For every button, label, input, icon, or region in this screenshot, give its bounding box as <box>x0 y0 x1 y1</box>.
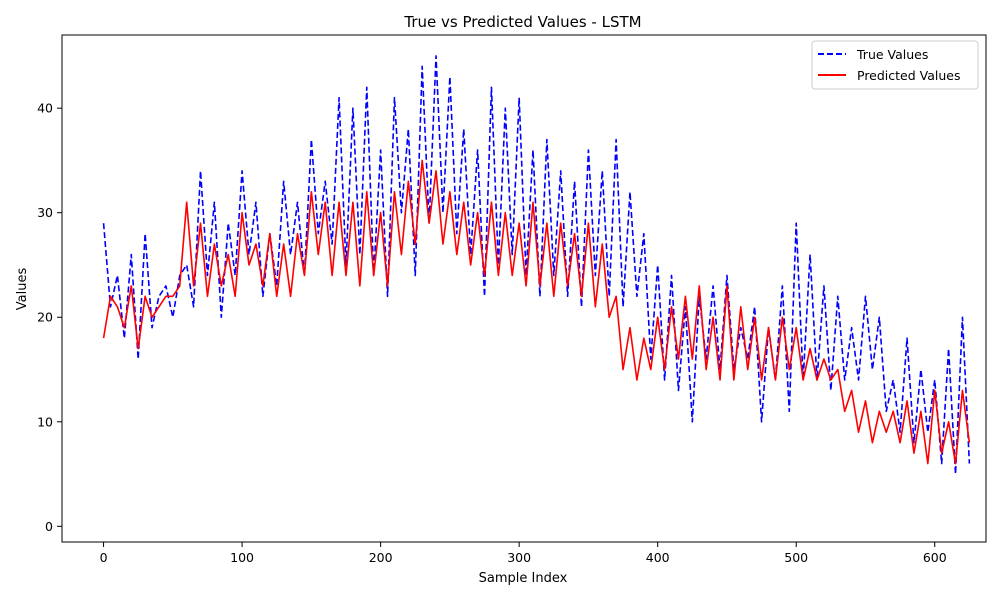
y-tick-label: 30 <box>37 205 53 220</box>
x-tick-label: 600 <box>923 550 947 565</box>
legend-box <box>811 40 979 90</box>
y-axis-ticks: 0 10 20 30 40 <box>37 101 62 534</box>
plot-area <box>61 34 987 543</box>
x-tick-label: 300 <box>507 550 531 565</box>
y-tick-label: 20 <box>37 310 53 325</box>
x-axis-ticks: 0 100 200 300 400 500 600 <box>100 542 947 565</box>
x-tick-label: 400 <box>646 550 670 565</box>
series-line-predicted-values <box>102 159 971 465</box>
legend: True Values Predicted Values <box>811 40 979 90</box>
x-axis-label: Sample Index <box>479 571 568 586</box>
x-tick-label: 500 <box>784 550 808 565</box>
y-tick-label: 0 <box>45 519 53 534</box>
chart-title: True vs Predicted Values - LSTM <box>403 13 641 31</box>
x-tick-label: 200 <box>369 550 393 565</box>
plot-frame <box>61 34 987 543</box>
legend-true-values-label: True Values <box>856 47 928 62</box>
x-tick-label: 100 <box>230 550 254 565</box>
y-tick-label: 40 <box>37 101 53 116</box>
y-tick-label: 10 <box>37 414 53 429</box>
legend-predicted-values-label: Predicted Values <box>857 68 961 83</box>
y-axis-label: Values <box>15 268 30 311</box>
x-tick-label: 0 <box>100 550 108 565</box>
series-line-true-values <box>102 55 971 475</box>
